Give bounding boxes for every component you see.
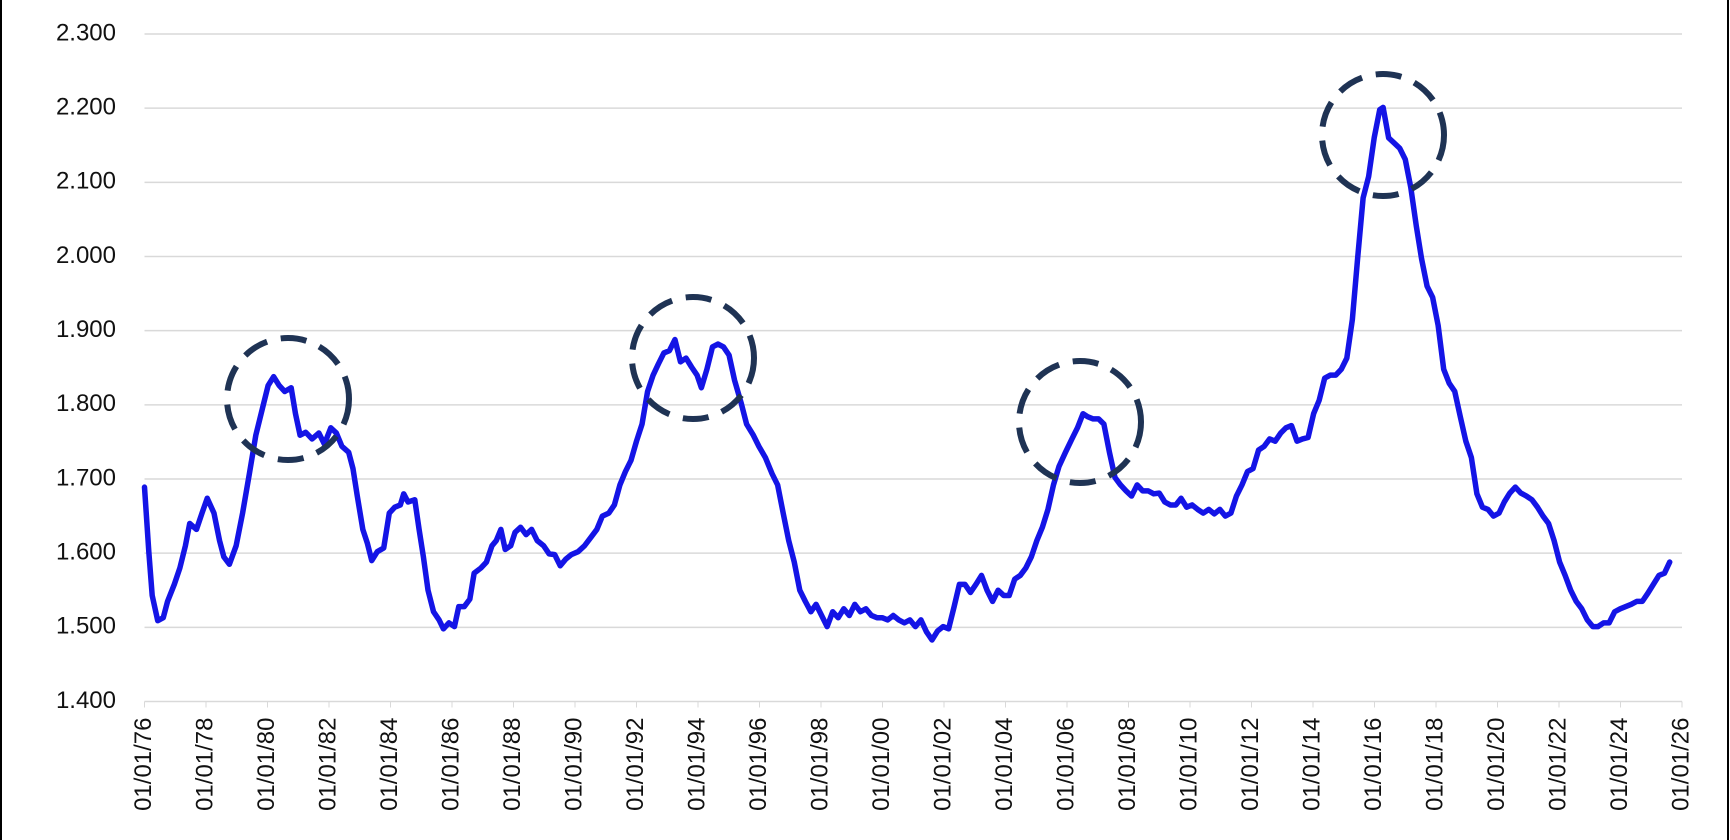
- x-tick-label: 01/01/96: [745, 718, 772, 811]
- y-tick-label: 2.000: [56, 242, 116, 269]
- x-tick-label: 01/01/10: [1175, 718, 1202, 811]
- grid: [144, 33, 1683, 708]
- x-tick-label: 01/01/08: [1114, 718, 1141, 811]
- highlight-circle: [629, 294, 757, 422]
- y-tick-label: 2.200: [56, 94, 116, 121]
- x-tick-label: 01/01/20: [1483, 718, 1510, 811]
- x-tick-label: 01/01/06: [1052, 718, 1079, 811]
- x-tick-label: 01/01/04: [991, 718, 1018, 811]
- highlight-circle: [1319, 71, 1447, 199]
- x-tick-label: 01/01/78: [191, 718, 218, 811]
- x-tick-label: 01/01/14: [1298, 718, 1325, 811]
- y-tick-label: 1.400: [56, 687, 116, 714]
- data-line: [141, 104, 1673, 643]
- highlight-circle: [224, 335, 352, 463]
- y-tick-label: 2.300: [56, 19, 116, 46]
- x-tick-label: 01/01/16: [1360, 718, 1387, 811]
- y-tick-label: 2.100: [56, 168, 116, 195]
- x-tick-label: 01/01/18: [1421, 718, 1448, 811]
- highlight-circle: [1016, 358, 1144, 486]
- x-tick-label: 01/01/80: [253, 718, 280, 811]
- x-tick-label: 01/01/12: [1237, 718, 1264, 811]
- y-tick-label: 1.700: [56, 464, 116, 491]
- y-tick-label: 1.600: [56, 539, 116, 566]
- y-tick-label: 1.900: [56, 316, 116, 343]
- x-tick-label: 01/01/00: [868, 718, 895, 811]
- labels: 1.400 1.500 1.600 1.700 1.800 1.900 2.000 2.100…: [56, 19, 1694, 811]
- x-tick-label: 01/01/76: [130, 718, 157, 811]
- x-tick-label: 01/01/88: [499, 718, 526, 811]
- plot: [141, 104, 1673, 643]
- x-tick-label: 01/01/22: [1544, 718, 1571, 811]
- x-tick-label: 01/01/24: [1606, 718, 1633, 811]
- x-tick-label: 01/01/26: [1667, 718, 1694, 811]
- x-tick-label: 01/01/86: [437, 718, 464, 811]
- x-tick-label: 01/01/98: [806, 718, 833, 811]
- y-tick-label: 1.800: [56, 390, 116, 417]
- x-tick-label: 01/01/90: [560, 718, 587, 811]
- x-tick-label: 01/01/02: [929, 718, 956, 811]
- y-tick-label: 1.500: [56, 613, 116, 640]
- x-tick-label: 01/01/82: [314, 718, 341, 811]
- x-tick-label: 01/01/92: [622, 718, 649, 811]
- x-tick-label: 01/01/84: [376, 718, 403, 811]
- x-tick-label: 01/01/94: [683, 718, 710, 811]
- annotations: [224, 71, 1447, 486]
